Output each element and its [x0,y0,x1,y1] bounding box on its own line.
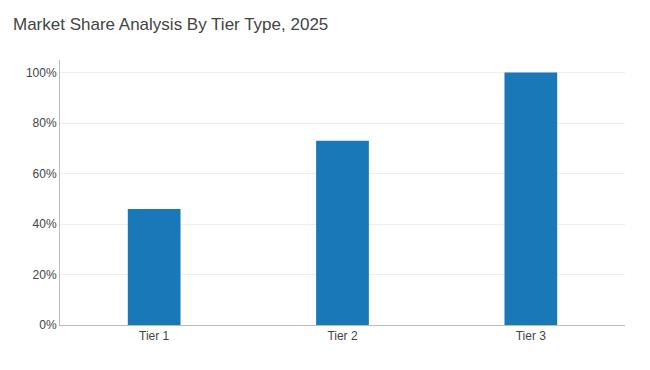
svg-text:20%: 20% [33,268,57,282]
svg-text:Market Share Analysis By Tier: Market Share Analysis By Tier Type, 2025 [13,15,328,34]
svg-text:80%: 80% [33,116,57,130]
svg-text:Tier 1: Tier 1 [139,329,170,343]
svg-text:40%: 40% [33,217,57,231]
svg-text:Tier 3: Tier 3 [516,329,547,343]
svg-text:100%: 100% [26,66,57,80]
svg-text:60%: 60% [33,167,57,181]
svg-text:0%: 0% [39,318,57,332]
svg-text:Tier 2: Tier 2 [327,329,358,343]
